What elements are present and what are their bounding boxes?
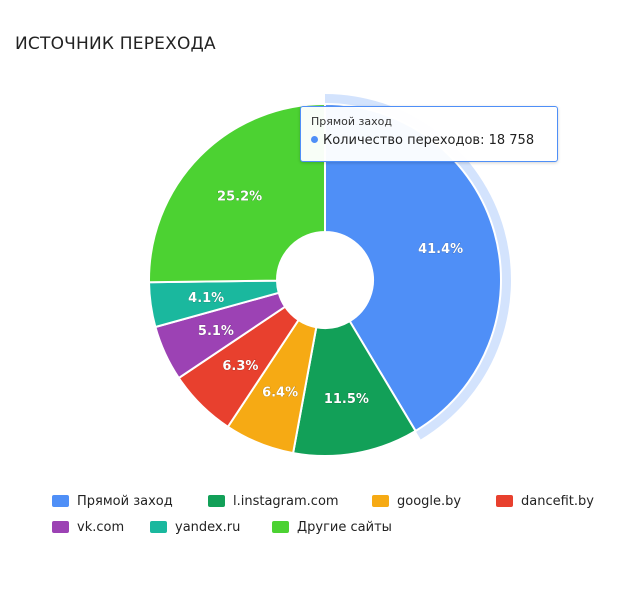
tooltip-series-dot bbox=[311, 136, 318, 143]
slice-label-другие-сайты: 25.2% bbox=[217, 190, 262, 205]
slice-label-google-by: 6.4% bbox=[262, 385, 298, 400]
chart-tooltip: Прямой заход Количество переходов: 18 75… bbox=[300, 106, 558, 162]
legend-label: Другие сайты bbox=[297, 519, 392, 535]
legend-row: vk.com yandex.ru Другие сайты bbox=[52, 514, 622, 540]
legend-swatch bbox=[52, 495, 69, 507]
legend-item-other[interactable]: Другие сайты bbox=[272, 520, 392, 535]
slice-label-dancefit-by: 6.3% bbox=[222, 359, 258, 374]
tooltip-title: Прямой заход bbox=[311, 115, 392, 128]
legend-label: l.instagram.com bbox=[233, 493, 339, 509]
legend-swatch bbox=[208, 495, 225, 507]
slice-label-прямой-заход: 41.4% bbox=[418, 242, 463, 257]
tooltip-value: 18 758 bbox=[488, 133, 535, 148]
legend-label: Прямой заход bbox=[77, 493, 173, 509]
slice-l-instagram-com[interactable] bbox=[291, 319, 417, 457]
tooltip-row: Количество переходов: 18 758 bbox=[311, 133, 547, 148]
legend-label: google.by bbox=[397, 493, 462, 509]
legend-label: yandex.ru bbox=[175, 519, 241, 535]
legend-item-google[interactable]: google.by bbox=[372, 494, 496, 509]
slice-labels-layer: 41.4% 11.5% 6.4% 6.3% 5.1% 4.1% 25.2% bbox=[188, 189, 464, 407]
legend-item-vk[interactable]: vk.com bbox=[52, 520, 150, 535]
slice-другие-сайты[interactable] bbox=[148, 102, 326, 284]
legend-item-instagram[interactable]: l.instagram.com bbox=[208, 494, 372, 509]
legend-swatch bbox=[150, 521, 167, 533]
legend-item-yandex[interactable]: yandex.ru bbox=[150, 520, 272, 535]
legend-swatch bbox=[52, 521, 69, 533]
chart-title: ИСТОЧНИК ПЕРЕХОДА bbox=[15, 34, 216, 54]
slice-label-vk-com: 5.1% bbox=[198, 324, 234, 339]
slice-label-l-instagram-com: 11.5% bbox=[324, 392, 369, 407]
legend-item-dancefit[interactable]: dancefit.by bbox=[496, 494, 594, 509]
legend-label: vk.com bbox=[77, 519, 125, 535]
legend-swatch bbox=[272, 521, 289, 533]
slices-layer bbox=[148, 94, 512, 457]
legend-row: Прямой заход l.instagram.com google.by d… bbox=[52, 488, 622, 514]
slice-label-yandex-ru: 4.1% bbox=[188, 291, 224, 306]
tooltip-series-label: Количество переходов: bbox=[323, 133, 489, 148]
chart-legend: Прямой заход l.instagram.com google.by d… bbox=[52, 488, 622, 540]
legend-label: dancefit.by bbox=[521, 493, 594, 509]
legend-swatch bbox=[372, 495, 389, 507]
legend-swatch bbox=[496, 495, 513, 507]
legend-item-direct[interactable]: Прямой заход bbox=[52, 494, 208, 509]
